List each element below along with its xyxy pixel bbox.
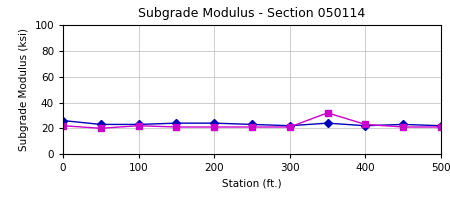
3/16/1994 [136,123,141,126]
3/16/1994 [212,122,217,124]
5/12/2005 [400,126,406,128]
3/16/1994 [325,122,330,124]
5/12/2005 [438,126,444,128]
3/16/1994 [98,123,104,126]
3/16/1994 [60,119,66,122]
5/12/2005 [287,126,292,128]
3/16/1994 [249,123,255,126]
3/16/1994 [400,123,406,126]
5/12/2005 [363,123,368,126]
5/12/2005 [325,112,330,114]
5/12/2005 [249,126,255,128]
3/16/1994 [287,124,292,127]
X-axis label: Station (ft.): Station (ft.) [222,179,282,189]
5/12/2005 [98,127,104,130]
5/12/2005 [136,124,141,127]
3/16/1994 [174,122,179,124]
Line: 5/12/2005: 5/12/2005 [60,110,444,131]
Y-axis label: Subgrade Modulus (ksi): Subgrade Modulus (ksi) [19,28,29,151]
Line: 3/16/1994: 3/16/1994 [60,118,444,128]
Title: Subgrade Modulus - Section 050114: Subgrade Modulus - Section 050114 [139,7,365,20]
5/12/2005 [60,124,66,127]
3/16/1994 [438,124,444,127]
5/12/2005 [212,126,217,128]
3/16/1994 [363,124,368,127]
5/12/2005 [174,126,179,128]
